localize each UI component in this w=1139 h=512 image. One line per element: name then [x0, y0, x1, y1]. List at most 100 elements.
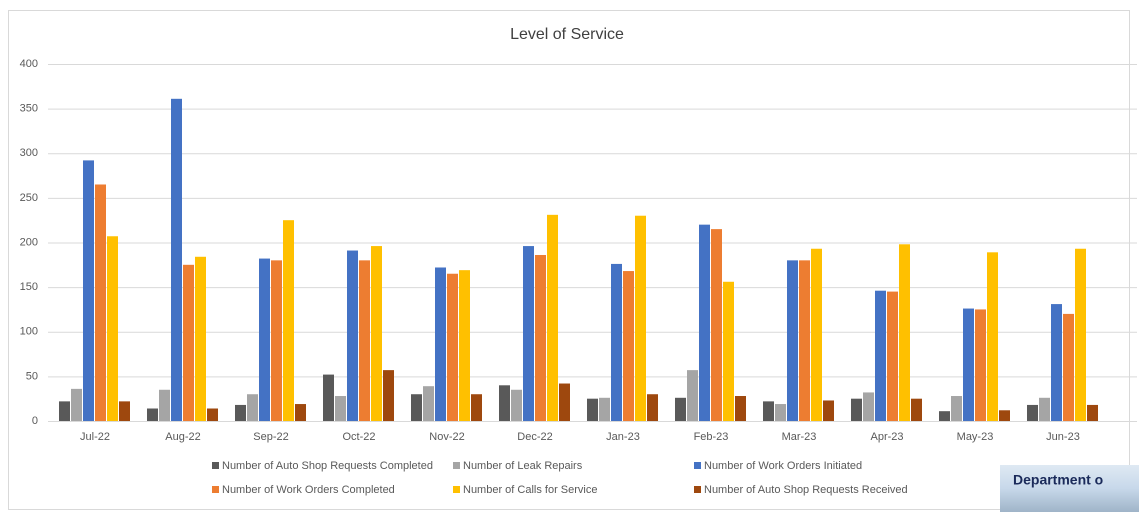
y-tick-label: 250	[20, 192, 38, 204]
bar	[195, 256, 206, 421]
y-tick-label: 400	[20, 58, 38, 70]
bar	[599, 397, 610, 421]
bar	[259, 258, 270, 421]
legend-swatch	[212, 486, 219, 493]
y-tick-label: 200	[20, 236, 38, 248]
bar	[723, 281, 734, 421]
plot-area: 0 50 100 150 200 250 300 350 400 Jul-22 Aug-22 Sep-…	[20, 58, 1137, 443]
bar	[887, 291, 898, 421]
bar	[587, 398, 598, 421]
bar	[863, 392, 874, 421]
bar	[183, 264, 194, 421]
legend-label: Number of Auto Shop Requests Completed	[222, 460, 433, 472]
bar	[611, 263, 622, 421]
x-tick-label: Dec-22	[517, 431, 552, 443]
y-tick-label: 50	[26, 370, 38, 382]
x-tick-label: Aug-22	[165, 431, 200, 443]
bar	[1075, 248, 1086, 421]
x-tick-label: Feb-23	[694, 431, 729, 443]
legend-swatch	[453, 486, 460, 493]
bar	[535, 254, 546, 421]
bar	[987, 252, 998, 421]
bar	[775, 404, 786, 421]
y-tick-label: 100	[20, 326, 38, 338]
bar	[283, 220, 294, 421]
bar	[675, 397, 686, 421]
y-tick-label: 150	[20, 281, 38, 293]
legend-swatch	[694, 486, 701, 493]
bar	[635, 215, 646, 421]
bar	[83, 160, 94, 421]
chart-title: Level of Service	[510, 26, 624, 43]
legend-label: Number of Auto Shop Requests Received	[704, 484, 908, 496]
bar	[359, 260, 370, 421]
x-tick-label: Apr-23	[870, 431, 903, 443]
bar	[71, 388, 82, 421]
bar	[559, 383, 570, 421]
bar	[1051, 304, 1062, 421]
legend: Number of Auto Shop Requests Completed Nu…	[212, 460, 908, 496]
bar	[939, 411, 950, 421]
bar	[687, 370, 698, 421]
bar	[975, 309, 986, 421]
bar	[59, 401, 70, 421]
bar	[1063, 313, 1074, 421]
thumbnail-image	[1000, 465, 1139, 512]
bar	[471, 394, 482, 421]
bar	[823, 400, 834, 421]
x-tick-label: May-23	[957, 431, 994, 443]
bar	[95, 184, 106, 421]
bar	[787, 260, 798, 421]
bar	[623, 271, 634, 421]
bar	[1087, 404, 1098, 421]
bar	[523, 246, 534, 421]
y-tick-label: 300	[20, 147, 38, 159]
bar	[107, 236, 118, 421]
y-tick-label: 0	[32, 415, 38, 427]
bar	[147, 408, 158, 421]
bar	[411, 394, 422, 421]
legend-label: Number of Work Orders Completed	[222, 484, 395, 496]
x-tick-label: Oct-22	[342, 431, 375, 443]
bar	[159, 389, 170, 421]
bar	[911, 398, 922, 421]
bar	[435, 267, 446, 421]
bar	[999, 410, 1010, 421]
legend-label: Number of Leak Repairs	[463, 460, 583, 472]
bar	[207, 408, 218, 421]
bar	[511, 389, 522, 421]
legend-swatch	[453, 462, 460, 469]
y-tick-label: 350	[20, 103, 38, 115]
bar	[951, 396, 962, 421]
legend-label: Number of Work Orders Initiated	[704, 460, 862, 472]
x-tick-label: Jul-22	[80, 431, 110, 443]
x-tick-label: Nov-22	[429, 431, 464, 443]
x-tick-label: Jun-23	[1046, 431, 1080, 443]
bar	[171, 98, 182, 422]
bar	[811, 248, 822, 421]
bar	[899, 244, 910, 421]
bar	[447, 273, 458, 421]
bar	[499, 385, 510, 421]
bar	[347, 250, 358, 421]
bar	[799, 260, 810, 421]
thumbnail-text: Department o	[1013, 472, 1103, 488]
legend-label: Number of Calls for Service	[463, 484, 598, 496]
bar	[235, 404, 246, 421]
bar	[699, 224, 710, 421]
bar	[247, 394, 258, 421]
legend-swatch	[212, 462, 219, 469]
bar	[119, 401, 130, 421]
bar	[335, 396, 346, 421]
bar	[371, 246, 382, 421]
bar	[459, 270, 470, 421]
bar	[271, 260, 282, 421]
bar	[383, 370, 394, 421]
bar	[711, 229, 722, 421]
bar	[875, 290, 886, 421]
bar	[1039, 397, 1050, 421]
x-tick-label: Mar-23	[782, 431, 817, 443]
x-tick-label: Jan-23	[606, 431, 640, 443]
